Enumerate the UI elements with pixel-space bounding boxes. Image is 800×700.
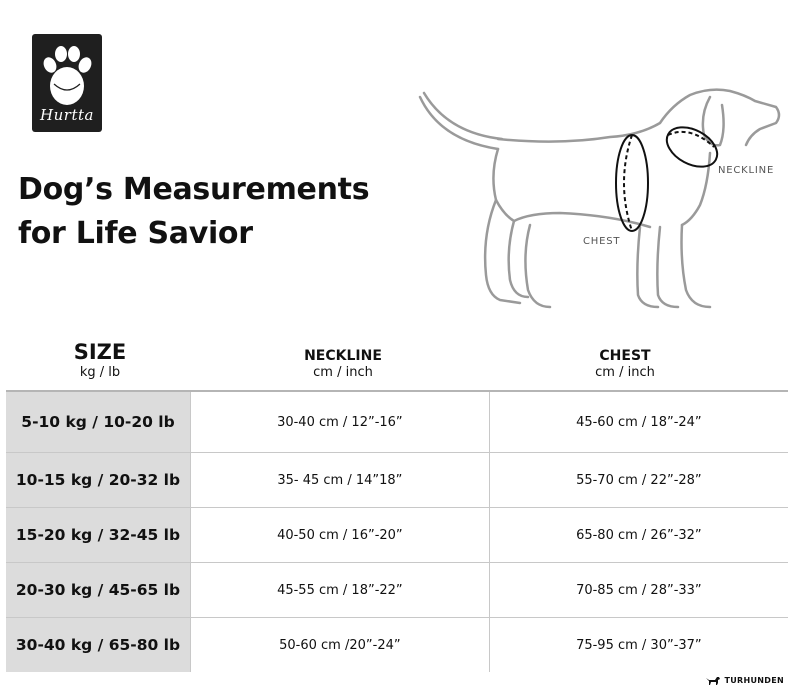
size-column-header: SIZE kg / lb xyxy=(30,340,170,380)
table-row: 30-40 kg / 65-80 lb 50-60 cm /20”-24” 75… xyxy=(6,617,788,672)
size-cell: 30-40 kg / 65-80 lb xyxy=(6,617,191,672)
size-header-title: SIZE xyxy=(73,340,127,364)
size-header-unit: kg / lb xyxy=(79,365,121,380)
brand-logo: Hurtta xyxy=(32,34,102,132)
table-row: 10-15 kg / 20-32 lb 35- 45 cm / 14”18” 5… xyxy=(6,452,788,508)
size-cell: 10-15 kg / 20-32 lb xyxy=(6,452,191,508)
chest-cell: 55-70 cm / 22”-28” xyxy=(489,452,788,508)
neckline-column-header: NECKLINE cm / inch xyxy=(243,348,443,380)
neckline-cell: 50-60 cm /20”-24” xyxy=(190,617,490,672)
size-table: 5-10 kg / 10-20 lb 30-40 cm / 12”-16” 45… xyxy=(6,390,788,672)
chest-label: CHEST xyxy=(583,236,621,247)
chest-header-title: CHEST xyxy=(599,348,651,364)
neckline-cell: 40-50 cm / 16”-20” xyxy=(190,507,490,563)
dog-illustration xyxy=(418,88,781,309)
chest-cell: 65-80 cm / 26”-32” xyxy=(489,507,788,563)
chest-cell: 45-60 cm / 18”-24” xyxy=(489,390,788,453)
table-row: 15-20 kg / 32-45 lb 40-50 cm / 16”-20” 6… xyxy=(6,507,788,563)
logo-wordmark: Hurtta xyxy=(40,106,94,124)
chest-cell: 75-95 cm / 30”-37” xyxy=(489,617,788,672)
neckline-label: NECKLINE xyxy=(718,165,775,176)
neckline-header-title: NECKLINE xyxy=(304,348,382,364)
chest-cell: 70-85 cm / 28”-33” xyxy=(489,562,788,618)
size-cell: 20-30 kg / 45-65 lb xyxy=(6,562,191,618)
chest-column-header: CHEST cm / inch xyxy=(525,348,725,380)
page-title: Dog’s Measurements for Life Savior xyxy=(18,168,370,256)
table-row: 20-30 kg / 45-65 lb 45-55 cm / 18”-22” 7… xyxy=(6,562,788,618)
neckline-header-unit: cm / inch xyxy=(313,365,373,380)
watermark: TURHUNDEN xyxy=(705,675,784,686)
neckline-cell: 30-40 cm / 12”-16” xyxy=(190,390,490,453)
neckline-cell: 35- 45 cm / 14”18” xyxy=(190,452,490,508)
title-line-2: for Life Savior xyxy=(18,216,253,251)
title-line-1: Dog’s Measurements xyxy=(18,172,370,207)
dog-silhouette-icon xyxy=(706,677,721,685)
table-row: 5-10 kg / 10-20 lb 30-40 cm / 12”-16” 45… xyxy=(6,390,788,453)
watermark-text: TURHUNDEN xyxy=(724,676,784,685)
paw-print-icon xyxy=(43,46,92,105)
neckline-cell: 45-55 cm / 18”-22” xyxy=(190,562,490,618)
size-cell: 5-10 kg / 10-20 lb xyxy=(6,390,191,453)
chest-header-unit: cm / inch xyxy=(595,365,655,380)
size-cell: 15-20 kg / 32-45 lb xyxy=(6,507,191,563)
